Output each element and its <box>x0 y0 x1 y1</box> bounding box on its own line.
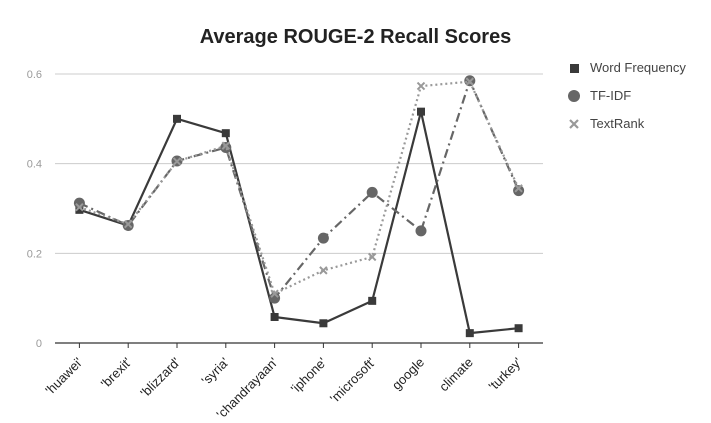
data-point-textrank <box>270 289 279 298</box>
series-lines <box>73 75 525 338</box>
legend-label: TextRank <box>590 116 645 131</box>
data-point-textrank <box>75 202 84 212</box>
x-tick-label: 'huawei' <box>42 355 85 398</box>
data-point-tf-idf <box>513 185 525 197</box>
x-tick-label: 'blizzard' <box>137 355 183 401</box>
gridlines <box>55 73 543 344</box>
data-point-textrank <box>367 252 377 262</box>
data-point-textrank <box>123 219 133 229</box>
data-point-tf-idf <box>73 197 85 209</box>
data-point-tf-idf <box>220 142 232 154</box>
data-point-textrank <box>221 141 231 150</box>
data-point-word-frequency <box>221 129 230 138</box>
data-point-word-frequency <box>319 319 328 328</box>
y-tick-label: 0.4 <box>27 159 42 171</box>
data-point-textrank <box>416 81 426 91</box>
legend-label: TF-IDF <box>590 88 632 103</box>
y-tick-label: 0.6 <box>27 69 42 81</box>
circle-marker-icon <box>568 90 580 102</box>
legend-label: Word Frequency <box>590 60 686 75</box>
chart-title: Average ROUGE-2 Recall Scores <box>199 26 512 48</box>
x-tick-label: 'iphone' <box>288 355 330 397</box>
x-tick-label: 'brexit' <box>98 355 135 392</box>
data-point-word-frequency <box>368 296 377 305</box>
series-line-textrank <box>79 80 520 295</box>
data-point-tf-idf <box>415 225 427 237</box>
data-point-word-frequency <box>514 324 523 333</box>
x-tick-label: 'turkey' <box>486 355 525 394</box>
data-point-tf-idf <box>366 186 378 198</box>
data-point-word-frequency <box>173 114 181 123</box>
x-tick-label: climate <box>436 355 476 395</box>
y-axis-ticks: 0 0.2 0.4 0.6 <box>27 69 42 350</box>
square-marker-icon <box>570 64 579 73</box>
data-point-word-frequency <box>75 205 84 214</box>
y-tick-label: 0.2 <box>27 248 42 260</box>
series-line-word-frequency <box>79 110 519 335</box>
data-point-word-frequency <box>417 107 425 116</box>
x-tick-label: 'syria' <box>198 355 232 389</box>
x-tick-label: google <box>389 355 427 393</box>
x-tick-label: 'microsoft' <box>327 355 378 406</box>
data-point-textrank <box>514 184 523 193</box>
data-point-word-frequency <box>270 312 279 321</box>
x-axis-ticks: 'huawei''brexit''blizzard''syria''chandr… <box>42 343 525 422</box>
data-point-tf-idf <box>317 232 329 244</box>
data-point-textrank <box>465 77 475 86</box>
x-marker-icon <box>569 119 579 129</box>
data-point-textrank <box>172 157 182 166</box>
series-line-tf-idf <box>78 79 520 300</box>
y-tick-label: 0 <box>36 338 42 350</box>
data-point-word-frequency <box>465 329 474 338</box>
data-point-textrank <box>319 266 328 275</box>
